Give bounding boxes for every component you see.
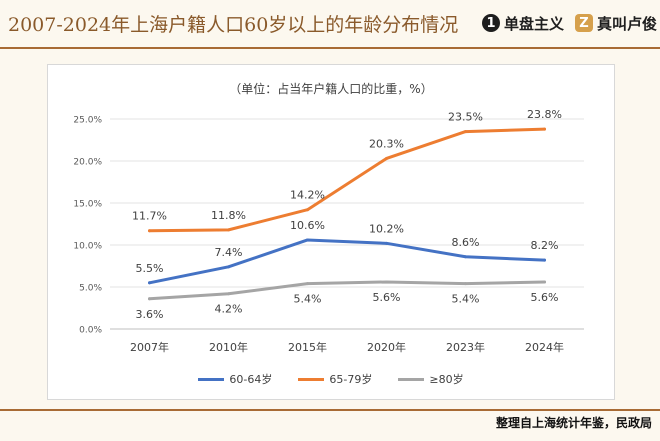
x-tick-label: 2010年	[209, 340, 248, 354]
legend-item: 60-64岁	[198, 371, 272, 387]
brand-label-2: 真叫卢俊	[597, 14, 658, 33]
source-note: 整理自上海统计年鉴，民政局	[495, 416, 652, 430]
page-title: 2007-2024年上海户籍人口60岁以上的年龄分布情况	[8, 14, 459, 36]
data-label: 7.4%	[215, 246, 243, 259]
data-label: 5.5%	[136, 262, 164, 275]
x-tick-label: 2023年	[446, 340, 485, 354]
data-label: 8.6%	[452, 236, 480, 249]
data-label: 5.6%	[373, 291, 401, 304]
data-label: 4.2%	[215, 303, 243, 316]
data-point	[464, 130, 467, 134]
legend-label: 65-79岁	[329, 373, 373, 386]
chart-card: （单位：占当年户籍人口的比重，%） 0.0% 5.0% 10.0% 15.0% 20.0%…	[47, 64, 615, 400]
data-point	[385, 156, 388, 160]
y-tick-label: 10.0%	[73, 242, 102, 252]
legend-swatch	[298, 377, 325, 381]
y-tick-label: 0.0%	[79, 326, 102, 336]
brand-danpanzhuyi: 1 单盘主义	[482, 12, 564, 34]
brand-label-1: 单盘主义	[504, 14, 565, 33]
y-tick-label: 25.0%	[73, 116, 102, 126]
data-point	[227, 228, 230, 232]
data-label: 14.2%	[290, 189, 325, 202]
data-label: 3.6%	[136, 308, 164, 321]
data-label: 20.3%	[369, 137, 404, 150]
data-point	[306, 282, 309, 286]
legend-item: ≥80岁	[398, 371, 464, 387]
line-chart: （单位：占当年户籍人口的比重，%） 0.0% 5.0% 10.0% 15.0% 20.0%…	[73, 81, 584, 354]
y-tick-label: 20.0%	[73, 158, 102, 168]
chart-title: （单位：占当年户籍人口的比重，%）	[229, 81, 432, 96]
series-line-2	[148, 280, 546, 301]
data-point	[464, 255, 467, 259]
legend-item: 65-79岁	[298, 371, 372, 387]
data-point	[385, 241, 388, 245]
x-tick-label: 2007年	[130, 340, 169, 354]
data-label: 11.8%	[211, 209, 246, 222]
x-tick-label: 2015年	[288, 340, 327, 354]
data-label: 5.4%	[294, 293, 322, 306]
legend-swatch	[198, 377, 225, 381]
footer-divider	[0, 409, 660, 411]
x-tick-label: 2024年	[525, 340, 564, 354]
y-tick-label: 15.0%	[73, 200, 102, 210]
danpanzhuyi-logo-icon: 1	[482, 14, 500, 32]
data-label: 5.6%	[531, 291, 559, 304]
data-point	[148, 281, 151, 285]
data-point	[543, 280, 546, 284]
data-point	[227, 265, 230, 269]
data-label: 23.5%	[448, 111, 483, 124]
chart-legend: 60-64岁 65-79岁 ≥80岁	[48, 371, 614, 387]
data-point	[543, 127, 546, 131]
data-point	[148, 229, 151, 233]
data-label: 10.6%	[290, 219, 325, 232]
data-label: 8.2%	[531, 239, 559, 252]
zhenjiaolujun-logo-icon: Z	[575, 14, 593, 32]
data-point	[227, 292, 230, 296]
data-label: 23.8%	[527, 108, 562, 121]
data-point	[306, 238, 309, 242]
header-divider	[0, 47, 660, 49]
header: 2007-2024年上海户籍人口60岁以上的年龄分布情况 1 单盘主义 Z 真叫…	[0, 0, 660, 48]
data-point	[148, 297, 151, 301]
series-line-1	[148, 127, 546, 233]
x-tick-label: 2020年	[367, 340, 406, 354]
legend-label: ≥80岁	[429, 373, 464, 386]
legend-label: 60-64岁	[229, 373, 273, 386]
data-label: 5.4%	[452, 293, 480, 306]
y-tick-label: 5.0%	[79, 284, 102, 294]
legend-swatch	[398, 377, 425, 381]
data-point	[306, 208, 309, 212]
data-point	[385, 280, 388, 284]
data-point	[464, 282, 467, 286]
data-point	[543, 258, 546, 262]
data-label: 11.7%	[132, 210, 167, 223]
series-line-0	[148, 238, 546, 285]
brand-zhenjiaolujun: Z 真叫卢俊	[575, 12, 657, 34]
data-label: 10.2%	[369, 222, 404, 235]
